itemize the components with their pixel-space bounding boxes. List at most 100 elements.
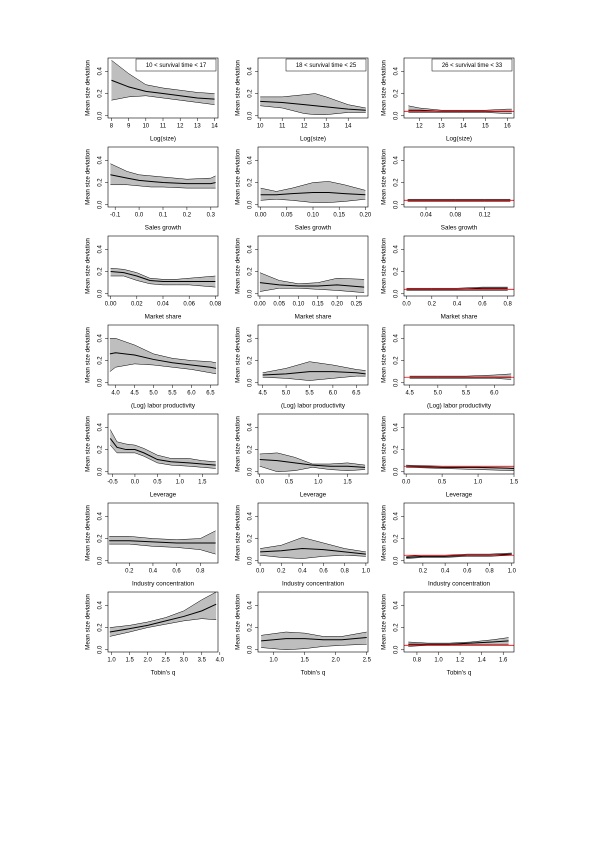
y-tick-label: 0.4	[248, 156, 254, 165]
y-tick-label: 0.4	[248, 67, 254, 76]
x-tick-label: 12	[301, 124, 308, 130]
y-axis-title: Mean size deviation	[85, 149, 92, 205]
x-tick-label: 4.5	[259, 391, 268, 397]
y-tick-label: 0.4	[248, 601, 254, 610]
panel: 0.00 0.02 0.04 0.06 0.08 Market share 0.0 0.2 0.…	[85, 235, 222, 321]
x-axis-title: Industry concentration	[132, 581, 194, 588]
upper-bound	[110, 163, 216, 180]
x-axis-title: Sales growth	[295, 225, 332, 232]
x-tick-label: 1.5	[510, 480, 519, 486]
x-tick-label: 1.0	[362, 569, 371, 575]
x-tick-label: 0.10	[293, 302, 305, 308]
y-tick-label: 0.0	[394, 200, 400, 209]
fit-line	[408, 640, 509, 645]
x-tick-label: 0.12	[479, 213, 491, 219]
x-tick-label: 2.5	[162, 658, 171, 664]
x-tick-label: 5.0	[434, 391, 443, 397]
fit-line	[262, 371, 366, 376]
upper-bound	[408, 105, 512, 111]
annotation: 18 < survival time < 25	[296, 63, 357, 69]
x-axis-title: Tobin's q	[151, 670, 176, 677]
confidence-band	[409, 373, 512, 380]
x-tick-label: 0.0	[402, 480, 411, 486]
upper-bound	[262, 361, 366, 374]
x-axis-title: Log(size)	[446, 136, 472, 143]
x-tick-label: 0.2	[419, 569, 428, 575]
panel: 1.0 1.5 2.0 2.5 Tobin's q 0.0 0.2 0.4 Mean size …	[235, 591, 372, 677]
plot-frame	[257, 235, 369, 297]
y-tick-label: 0.4	[394, 156, 400, 165]
y-axis-title: Mean size deviation	[235, 238, 242, 294]
plot-frame	[403, 591, 515, 653]
x-tick-label: 11	[160, 124, 167, 130]
fit-line	[259, 282, 365, 288]
plot-frame	[403, 502, 515, 564]
panel: 10 11 12 13 14 Log(size) 0.0 0.2 0.4 Mean size de…	[235, 57, 369, 143]
y-axis-title: Mean size deviation	[85, 327, 92, 383]
x-tick-label: 0.8	[504, 302, 513, 308]
y-tick-label: 0.0	[248, 467, 254, 476]
x-axis-title: (Log) labor productivity	[281, 403, 346, 410]
panel: 0.0 0.5 1.0 1.5 Leverage 0.0 0.2 0.4 Mean size d…	[381, 413, 519, 499]
x-tick-label: 6.5	[352, 391, 361, 397]
y-tick-label: 0.0	[248, 200, 254, 209]
x-tick-label: 1.0	[107, 658, 116, 664]
x-tick-label: 1.4	[477, 658, 486, 664]
fit-line	[111, 79, 215, 100]
x-tick-label: -0.1	[110, 213, 121, 219]
y-tick-label: 0.2	[248, 356, 254, 365]
lower-bound	[260, 554, 366, 559]
x-tick-label: 0.2	[125, 569, 134, 575]
x-tick-label: 1.0	[508, 569, 517, 575]
plot-frame	[107, 591, 219, 653]
y-tick-label: 0.0	[98, 645, 104, 654]
fit-line	[109, 438, 216, 466]
x-tick-label: 0.00	[105, 302, 117, 308]
y-tick-label: 0.0	[394, 111, 400, 120]
upper-bound	[261, 631, 367, 637]
x-tick-label: 1.0	[269, 658, 278, 664]
y-tick-label: 0.2	[394, 445, 400, 454]
y-tick-label: 0.0	[394, 378, 400, 387]
y-tick-label: 0.2	[394, 623, 400, 632]
x-tick-label: 0.15	[333, 213, 345, 219]
x-tick-label: 0.1	[159, 213, 168, 219]
x-axis-title: Sales growth	[145, 225, 182, 232]
x-tick-label: 0.20	[331, 302, 343, 308]
x-axis-title: Market share	[145, 314, 182, 321]
upper-bound	[109, 592, 217, 628]
plot-frame	[403, 235, 515, 297]
x-tick-label: 1.5	[198, 480, 207, 486]
x-axis-title: Market share	[441, 314, 478, 321]
y-tick-label: 0.4	[98, 67, 104, 76]
y-tick-label: 0.0	[98, 111, 104, 120]
y-tick-label: 0.2	[98, 623, 104, 632]
fit-line	[110, 271, 216, 283]
confidence-band	[110, 268, 216, 288]
panel: 0.00 0.05 0.10 0.15 0.20 Sales growth 0.0 0.2 0.…	[235, 146, 372, 232]
x-tick-label: 4.0	[216, 658, 225, 664]
x-tick-label: 0.04	[420, 213, 432, 219]
y-tick-label: 0.0	[394, 645, 400, 654]
panel: 12 13 14 15 16 Log(size) 0.0 0.2 0.4 Mean size de…	[381, 57, 515, 143]
x-tick-label: 4.5	[130, 391, 139, 397]
x-axis-title: Leverage	[150, 492, 177, 499]
y-axis-title: Mean size deviation	[85, 238, 92, 294]
y-tick-label: 0.4	[248, 423, 254, 432]
upper-bound	[109, 530, 216, 540]
y-axis-title: Mean size deviation	[235, 594, 242, 650]
lower-bound	[262, 375, 366, 381]
plot-frame	[257, 413, 369, 475]
y-axis-title: Mean size deviation	[85, 416, 92, 472]
annotation-box	[285, 58, 367, 72]
x-tick-label: 0.4	[149, 569, 158, 575]
x-axis-title: Log(size)	[150, 136, 176, 143]
confidence-band	[406, 287, 508, 291]
upper-bound	[408, 637, 509, 644]
x-tick-label: 0.05	[281, 213, 293, 219]
x-tick-label: 1.0	[434, 658, 443, 664]
x-tick-label: 0.3	[207, 213, 216, 219]
x-axis-title: (Log) labor productivity	[427, 403, 492, 410]
